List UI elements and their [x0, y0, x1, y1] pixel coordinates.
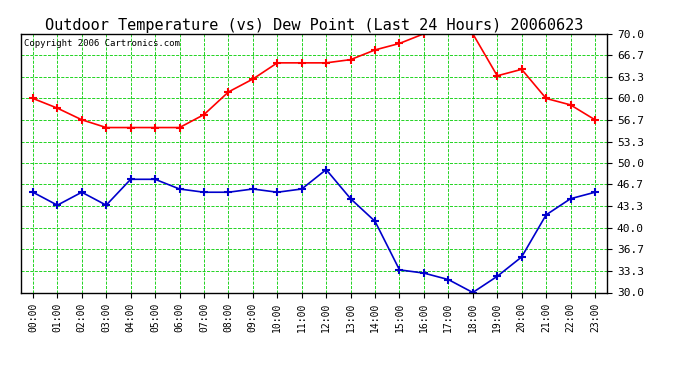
Title: Outdoor Temperature (vs) Dew Point (Last 24 Hours) 20060623: Outdoor Temperature (vs) Dew Point (Last…	[45, 18, 583, 33]
Text: Copyright 2006 Cartronics.com: Copyright 2006 Cartronics.com	[23, 39, 179, 48]
